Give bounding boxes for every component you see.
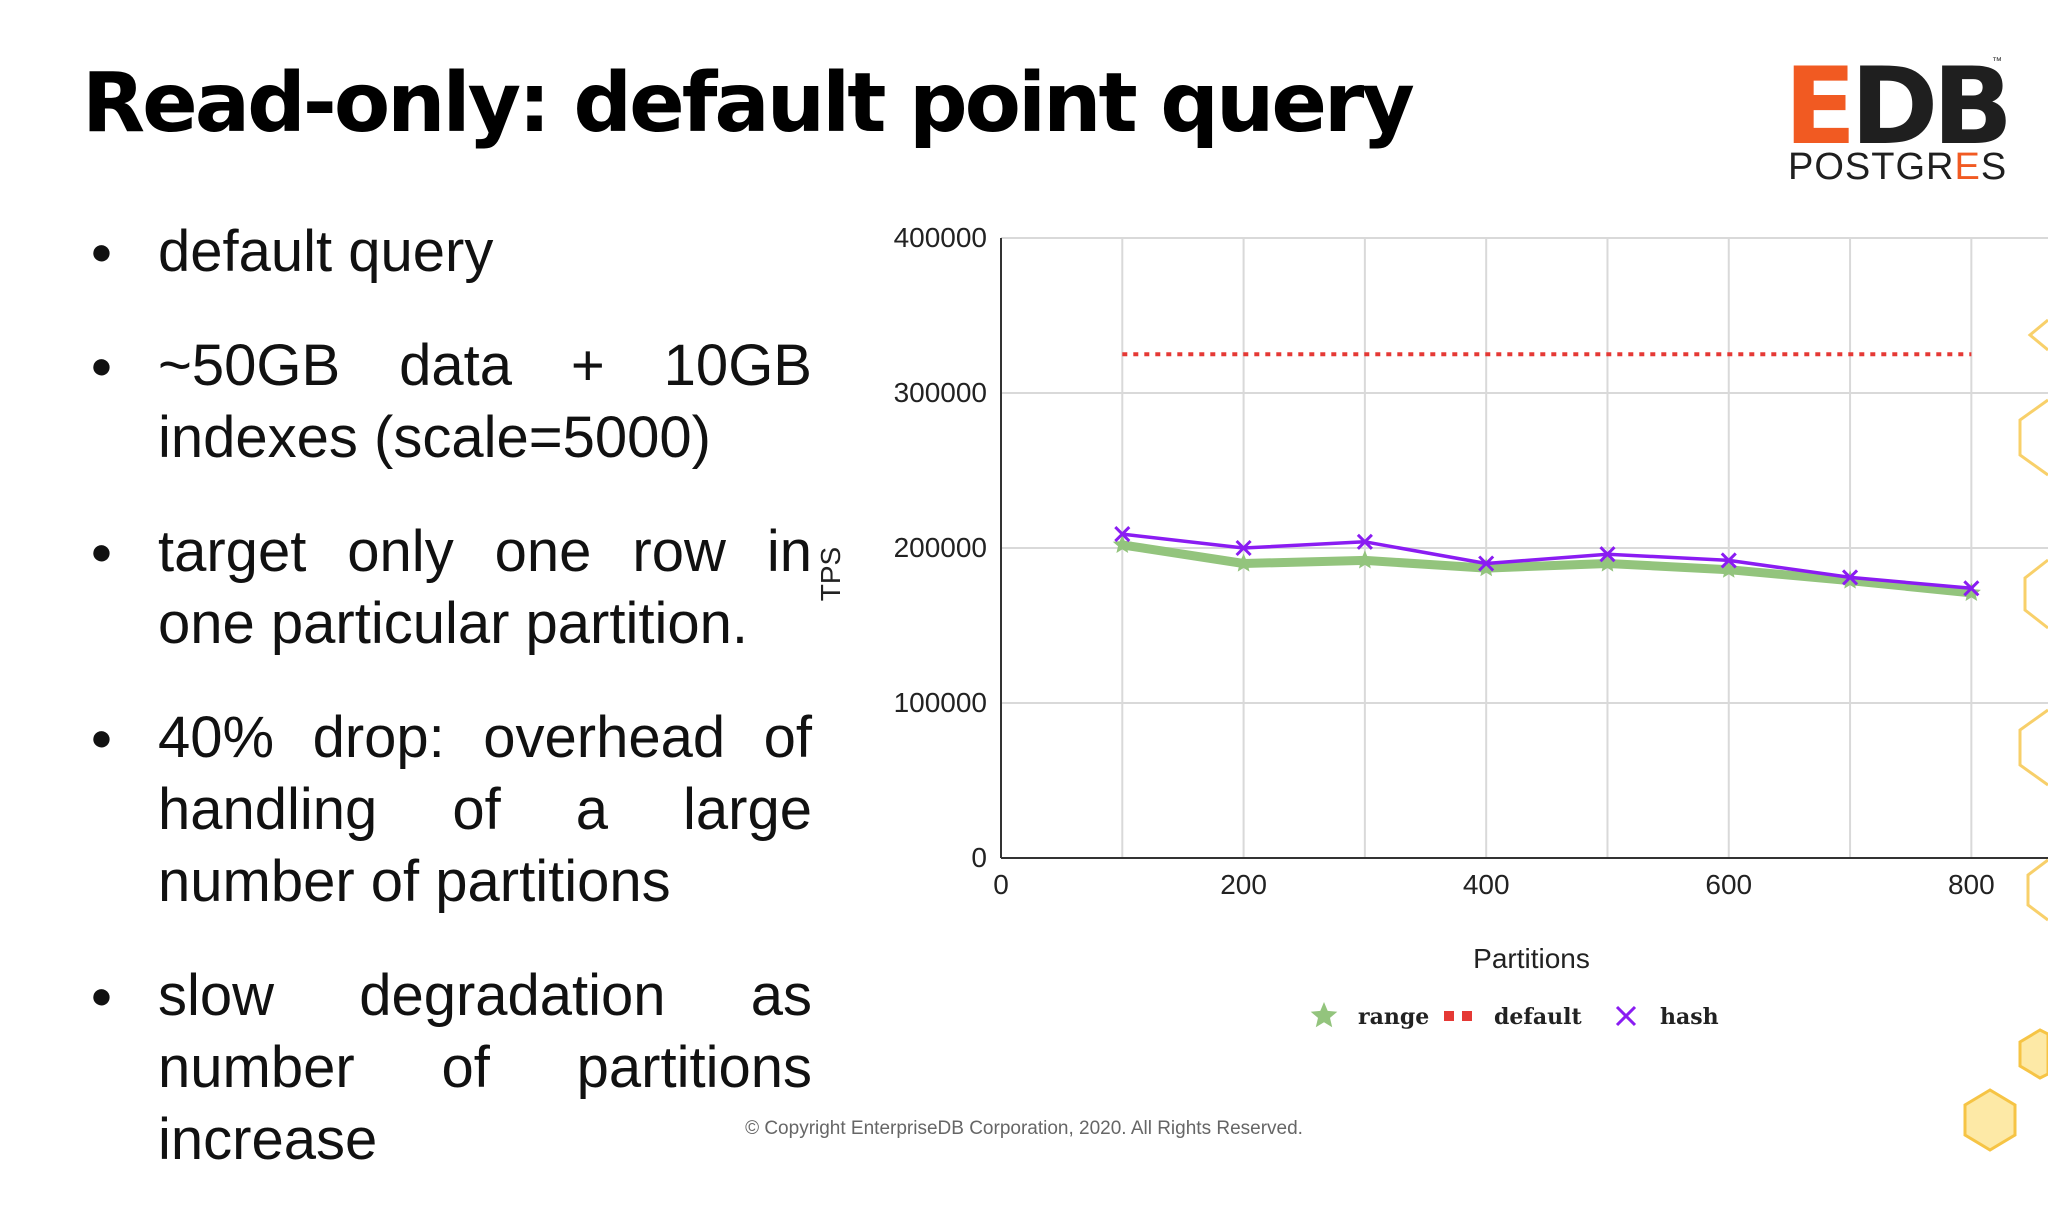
- bullet-item: default query: [88, 216, 812, 288]
- x-tick-label: 200: [1220, 869, 1267, 900]
- legend-label-range: range: [1358, 1004, 1429, 1030]
- x-tick-label: 800: [1948, 869, 1995, 900]
- data-point-hash: [1841, 569, 1859, 586]
- y-tick-label: 200000: [894, 532, 987, 563]
- data-point-range: [1476, 558, 1496, 577]
- x-tick-label: 400: [1463, 869, 1510, 900]
- x-tick-label: 0: [993, 869, 1009, 900]
- bullet-list: default query ~50GB data + 10GB indexes …: [88, 216, 812, 1218]
- data-point-hash: [1478, 555, 1495, 572]
- x-axis-title: Partitions: [1473, 943, 1590, 974]
- y-tick-label: 100000: [894, 687, 987, 718]
- y-tick-label: 300000: [894, 377, 987, 408]
- bullet-item: slow degradation as number of partitions…: [88, 960, 812, 1176]
- data-point-range: [1961, 582, 1981, 601]
- legend-label-hash: hash: [1660, 1004, 1719, 1030]
- data-point-hash: [1356, 533, 1373, 550]
- legend-symbol-range: [1310, 1002, 1338, 1028]
- legend-symbol-default: [1444, 1011, 1454, 1021]
- data-point-hash: [1114, 525, 1131, 543]
- data-point-hash: [1963, 580, 1980, 597]
- y-tick-label: 400000: [894, 222, 987, 253]
- bullet-item: target only one row in one particular pa…: [88, 516, 812, 660]
- data-point-range: [1112, 534, 1132, 553]
- data-point-hash: [1720, 552, 1737, 569]
- slide-title: Read-only: default point query: [82, 56, 1415, 151]
- data-point-range: [1598, 553, 1617, 572]
- series-line-hash: [1122, 532, 1972, 591]
- data-point-hash: [1599, 546, 1616, 563]
- copyright-footer: © Copyright EnterpriseDB Corporation, 20…: [745, 1118, 1303, 1139]
- tps-line-chart: 0 100000 200000 300000 400000 0 200 400 600 800 Pa…: [800, 200, 2048, 1060]
- y-tick-label: 0: [971, 842, 987, 873]
- bullet-item: 40% drop: overhead of handling of a larg…: [88, 702, 812, 918]
- legend-symbol-default: [1462, 1011, 1472, 1021]
- edb-postgres-logo: EDB ™ POSTGRES: [1784, 45, 2013, 189]
- data-point-range: [1234, 553, 1254, 572]
- data-point-hash: [1235, 539, 1252, 557]
- chart-canvas: 0 100000 200000 300000 400000 0 200 400 600 800 Pa…: [815, 222, 2048, 1030]
- y-axis-title: TPS: [815, 547, 846, 601]
- series-line-range: [1121, 540, 1972, 598]
- bullet-item: ~50GB data + 10GB indexes (scale=5000): [88, 330, 812, 474]
- legend-symbol-hash: [1615, 1005, 1637, 1027]
- x-tick-label: 600: [1705, 869, 1752, 900]
- data-point-range: [1355, 550, 1375, 569]
- legend-label-default: default: [1494, 1004, 1582, 1030]
- data-point-range: [1719, 559, 1739, 578]
- honeycomb-decoration: [1963, 318, 2048, 1152]
